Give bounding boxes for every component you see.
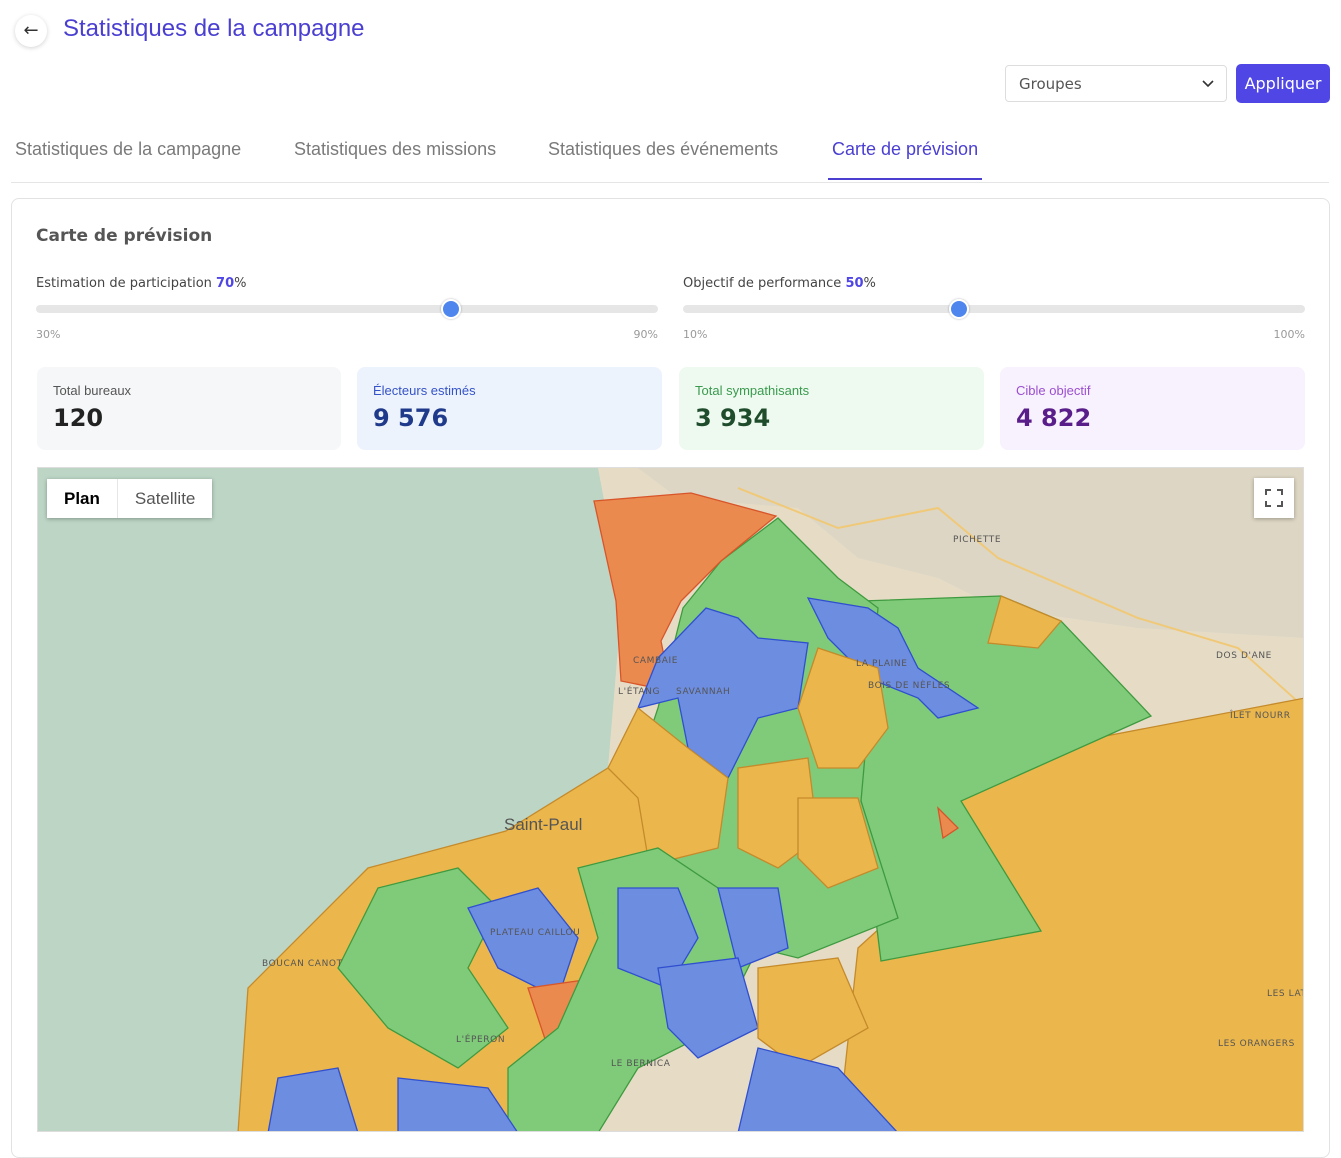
fullscreen-icon xyxy=(1254,478,1294,518)
map-label: PLATEAU CAILLOU xyxy=(490,928,580,938)
map-label: LA PLAINE xyxy=(856,659,908,669)
stat-card: Électeurs estimés 9 576 xyxy=(357,367,662,450)
stat-card: Total bureaux 120 xyxy=(37,367,341,450)
stat-label: Électeurs estimés xyxy=(373,383,646,398)
slider-value: 50 xyxy=(845,276,863,291)
map-label: SAVANNAH xyxy=(676,687,730,697)
map-label: LES ORANGERS xyxy=(1218,1039,1295,1049)
map-mode-button[interactable]: Satellite xyxy=(118,479,212,518)
map[interactable]: PICHETTE DOS D'ANE ÎLET NOURR CAMBAIE LA… xyxy=(37,467,1304,1132)
fullscreen-button[interactable] xyxy=(1254,478,1294,518)
map-label: BOIS DE NÈFLES xyxy=(868,679,950,691)
map-label: ÎLET NOURR xyxy=(1229,709,1291,721)
map-city-label: Saint-Paul xyxy=(504,815,582,834)
tab[interactable]: Statistiques des événements xyxy=(548,139,778,160)
map-label: DOS D'ANE xyxy=(1216,651,1272,661)
map-label: LE BERNICA xyxy=(611,1059,671,1069)
apply-button[interactable]: Appliquer xyxy=(1236,64,1330,103)
slider-label: Estimation de participation 70% xyxy=(36,276,247,291)
back-button[interactable]: ← xyxy=(15,15,47,47)
map-label: L'ÉTANG xyxy=(618,685,660,697)
stat-label: Total bureaux xyxy=(53,383,325,398)
slider-max: 100% xyxy=(683,328,1305,341)
select-text: Groupes xyxy=(1019,75,1082,93)
slider-value: 70 xyxy=(216,276,234,291)
slider-label: Objectif de performance 50% xyxy=(683,276,876,291)
tab[interactable]: Statistiques des missions xyxy=(294,139,496,160)
stat-label: Total sympathisants xyxy=(695,383,968,398)
map-label: CAMBAIE xyxy=(633,656,678,666)
map-label: LES LAT xyxy=(1267,989,1304,999)
page: ← Statistiques de la campagne Groupes Ap… xyxy=(0,0,1341,1132)
slider-unit: % xyxy=(234,276,246,291)
slider-label-text: Estimation de participation xyxy=(36,276,212,291)
stat-value: 120 xyxy=(53,404,325,432)
slider-track[interactable] xyxy=(36,305,658,313)
stat-label: Cible objectif xyxy=(1016,383,1289,398)
group-select[interactable]: Groupes xyxy=(1005,65,1227,102)
tab-divider xyxy=(11,182,1329,183)
map-mode-toggle: PlanSatellite xyxy=(47,479,212,518)
map-label: BOUCAN CANOT xyxy=(262,959,343,969)
stat-value: 3 934 xyxy=(695,404,968,432)
map-canvas: PICHETTE DOS D'ANE ÎLET NOURR CAMBAIE LA… xyxy=(38,468,1304,1132)
slider-unit: % xyxy=(864,276,876,291)
map-label: L'ÉPERON xyxy=(456,1033,505,1045)
slider-max: 90% xyxy=(36,328,658,341)
stat-value: 9 576 xyxy=(373,404,646,432)
stat-card: Cible objectif 4 822 xyxy=(1000,367,1305,450)
slider-thumb[interactable] xyxy=(441,299,461,319)
tab[interactable]: Statistiques de la campagne xyxy=(15,139,241,160)
card-title: Carte de prévision xyxy=(36,226,212,246)
map-mode-button[interactable]: Plan xyxy=(47,479,118,518)
tab[interactable]: Carte de prévision xyxy=(828,139,982,180)
chevron xyxy=(1202,80,1214,88)
page-title: Statistiques de la campagne xyxy=(63,15,365,43)
slider-label-text: Objectif de performance xyxy=(683,276,841,291)
slider-track[interactable] xyxy=(683,305,1305,313)
stat-value: 4 822 xyxy=(1016,404,1289,432)
map-label: PICHETTE xyxy=(953,535,1001,545)
stat-card: Total sympathisants 3 934 xyxy=(679,367,984,450)
